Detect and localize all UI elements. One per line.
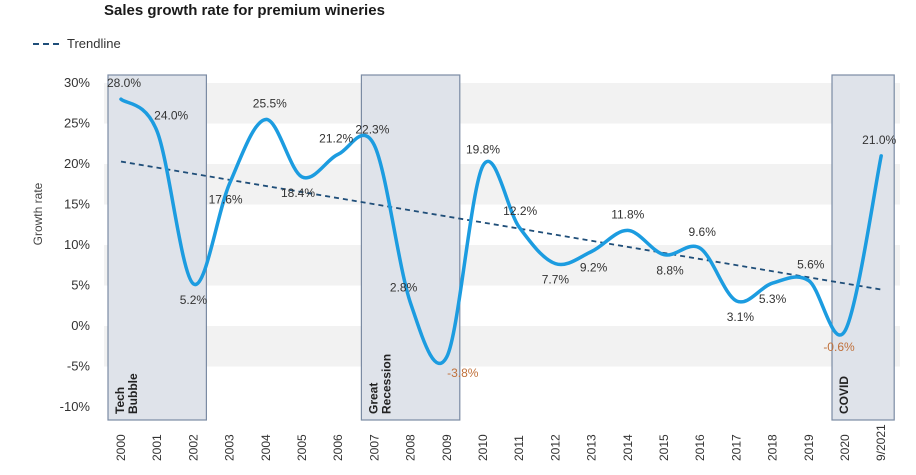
y-tick-label: 5% <box>71 278 90 293</box>
data-label-2003: 17.6% <box>209 192 243 206</box>
y-tick-label: 15% <box>64 197 90 212</box>
data-label-2001: 24.0% <box>154 109 188 123</box>
data-label-2002: 5.2% <box>180 293 208 307</box>
x-tick-label: 2017 <box>729 434 743 461</box>
x-tick-label: 2014 <box>621 434 635 461</box>
period-label-1-0: Great <box>366 383 380 414</box>
x-tick-label: 2007 <box>367 434 381 461</box>
legend-trendline-label: Trendline <box>67 36 121 51</box>
y-axis-title: Growth rate <box>31 182 45 245</box>
background-band <box>104 245 900 286</box>
data-label-2008: 2.8% <box>390 280 418 294</box>
data-label-2012: 7.7% <box>542 273 570 287</box>
y-tick-label: 10% <box>64 237 90 252</box>
x-tick-label: 2020 <box>838 434 852 461</box>
growth-rate-line <box>119 97 883 366</box>
data-label-9/2021: 21.0% <box>862 133 896 147</box>
x-tick-label: 2006 <box>331 434 345 461</box>
trendline <box>120 160 882 291</box>
y-tick-label: 25% <box>64 116 90 131</box>
data-label-2011: 12.2% <box>503 204 537 218</box>
x-tick-label: 2009 <box>440 434 454 461</box>
x-tick-label: 2005 <box>295 434 309 461</box>
data-label-2004: 25.5% <box>253 96 287 110</box>
x-tick-label: 2015 <box>657 434 671 461</box>
x-tick-label: 2018 <box>766 434 780 461</box>
data-label-2019: 5.6% <box>797 258 825 272</box>
x-tick-label: 2010 <box>476 434 490 461</box>
y-tick-label: 30% <box>64 75 90 90</box>
x-tick-label: 2004 <box>259 434 273 461</box>
data-label-2005: 18.4% <box>281 186 315 200</box>
data-label-2000: 28.0% <box>107 76 141 90</box>
background-band <box>104 326 900 367</box>
x-tick-label: 2008 <box>404 434 418 461</box>
data-label-2020: -0.6% <box>823 340 855 354</box>
background-band <box>104 83 900 124</box>
y-tick-label: -10% <box>60 399 91 414</box>
data-label-2013: 9.2% <box>580 260 608 274</box>
x-tick-label: 2012 <box>548 434 562 461</box>
x-tick-label: 2011 <box>512 435 526 461</box>
period-box-2 <box>831 74 895 421</box>
x-tick-label: 9/2021 <box>874 424 888 461</box>
data-label-2014: 11.8% <box>611 207 644 221</box>
data-label-2006: 21.2% <box>319 131 353 145</box>
period-label-0-1: Bubble <box>126 373 140 414</box>
period-label-1-1: Recession <box>379 354 393 414</box>
x-tick-label: 2016 <box>693 434 707 461</box>
x-tick-label: 2019 <box>802 434 816 461</box>
y-tick-label: -5% <box>67 359 91 374</box>
y-tick-label: 0% <box>71 318 90 333</box>
chart-title: Sales growth rate for premium wineries <box>104 2 385 19</box>
data-label-2015: 8.8% <box>656 264 684 278</box>
data-label-2007: 22.3% <box>355 122 389 136</box>
data-label-2017: 3.1% <box>727 310 755 324</box>
x-tick-label: 2003 <box>223 434 237 461</box>
x-tick-label: 2013 <box>585 434 599 461</box>
x-tick-label: 2002 <box>186 434 200 461</box>
data-label-2010: 19.8% <box>466 143 500 157</box>
data-label-2016: 9.6% <box>689 225 717 239</box>
y-tick-label: 20% <box>64 156 90 171</box>
legend-trendline-swatch <box>33 42 59 45</box>
x-tick-label: 2000 <box>114 434 128 461</box>
data-label-2018: 5.3% <box>759 292 787 306</box>
period-box-0 <box>107 74 208 421</box>
legend: Trendline <box>33 36 121 51</box>
data-label-2009: -3.8% <box>447 366 479 380</box>
period-label-2-0: COVID <box>837 376 851 414</box>
period-label-0-0: Tech <box>113 387 127 414</box>
x-tick-label: 2001 <box>150 434 164 461</box>
